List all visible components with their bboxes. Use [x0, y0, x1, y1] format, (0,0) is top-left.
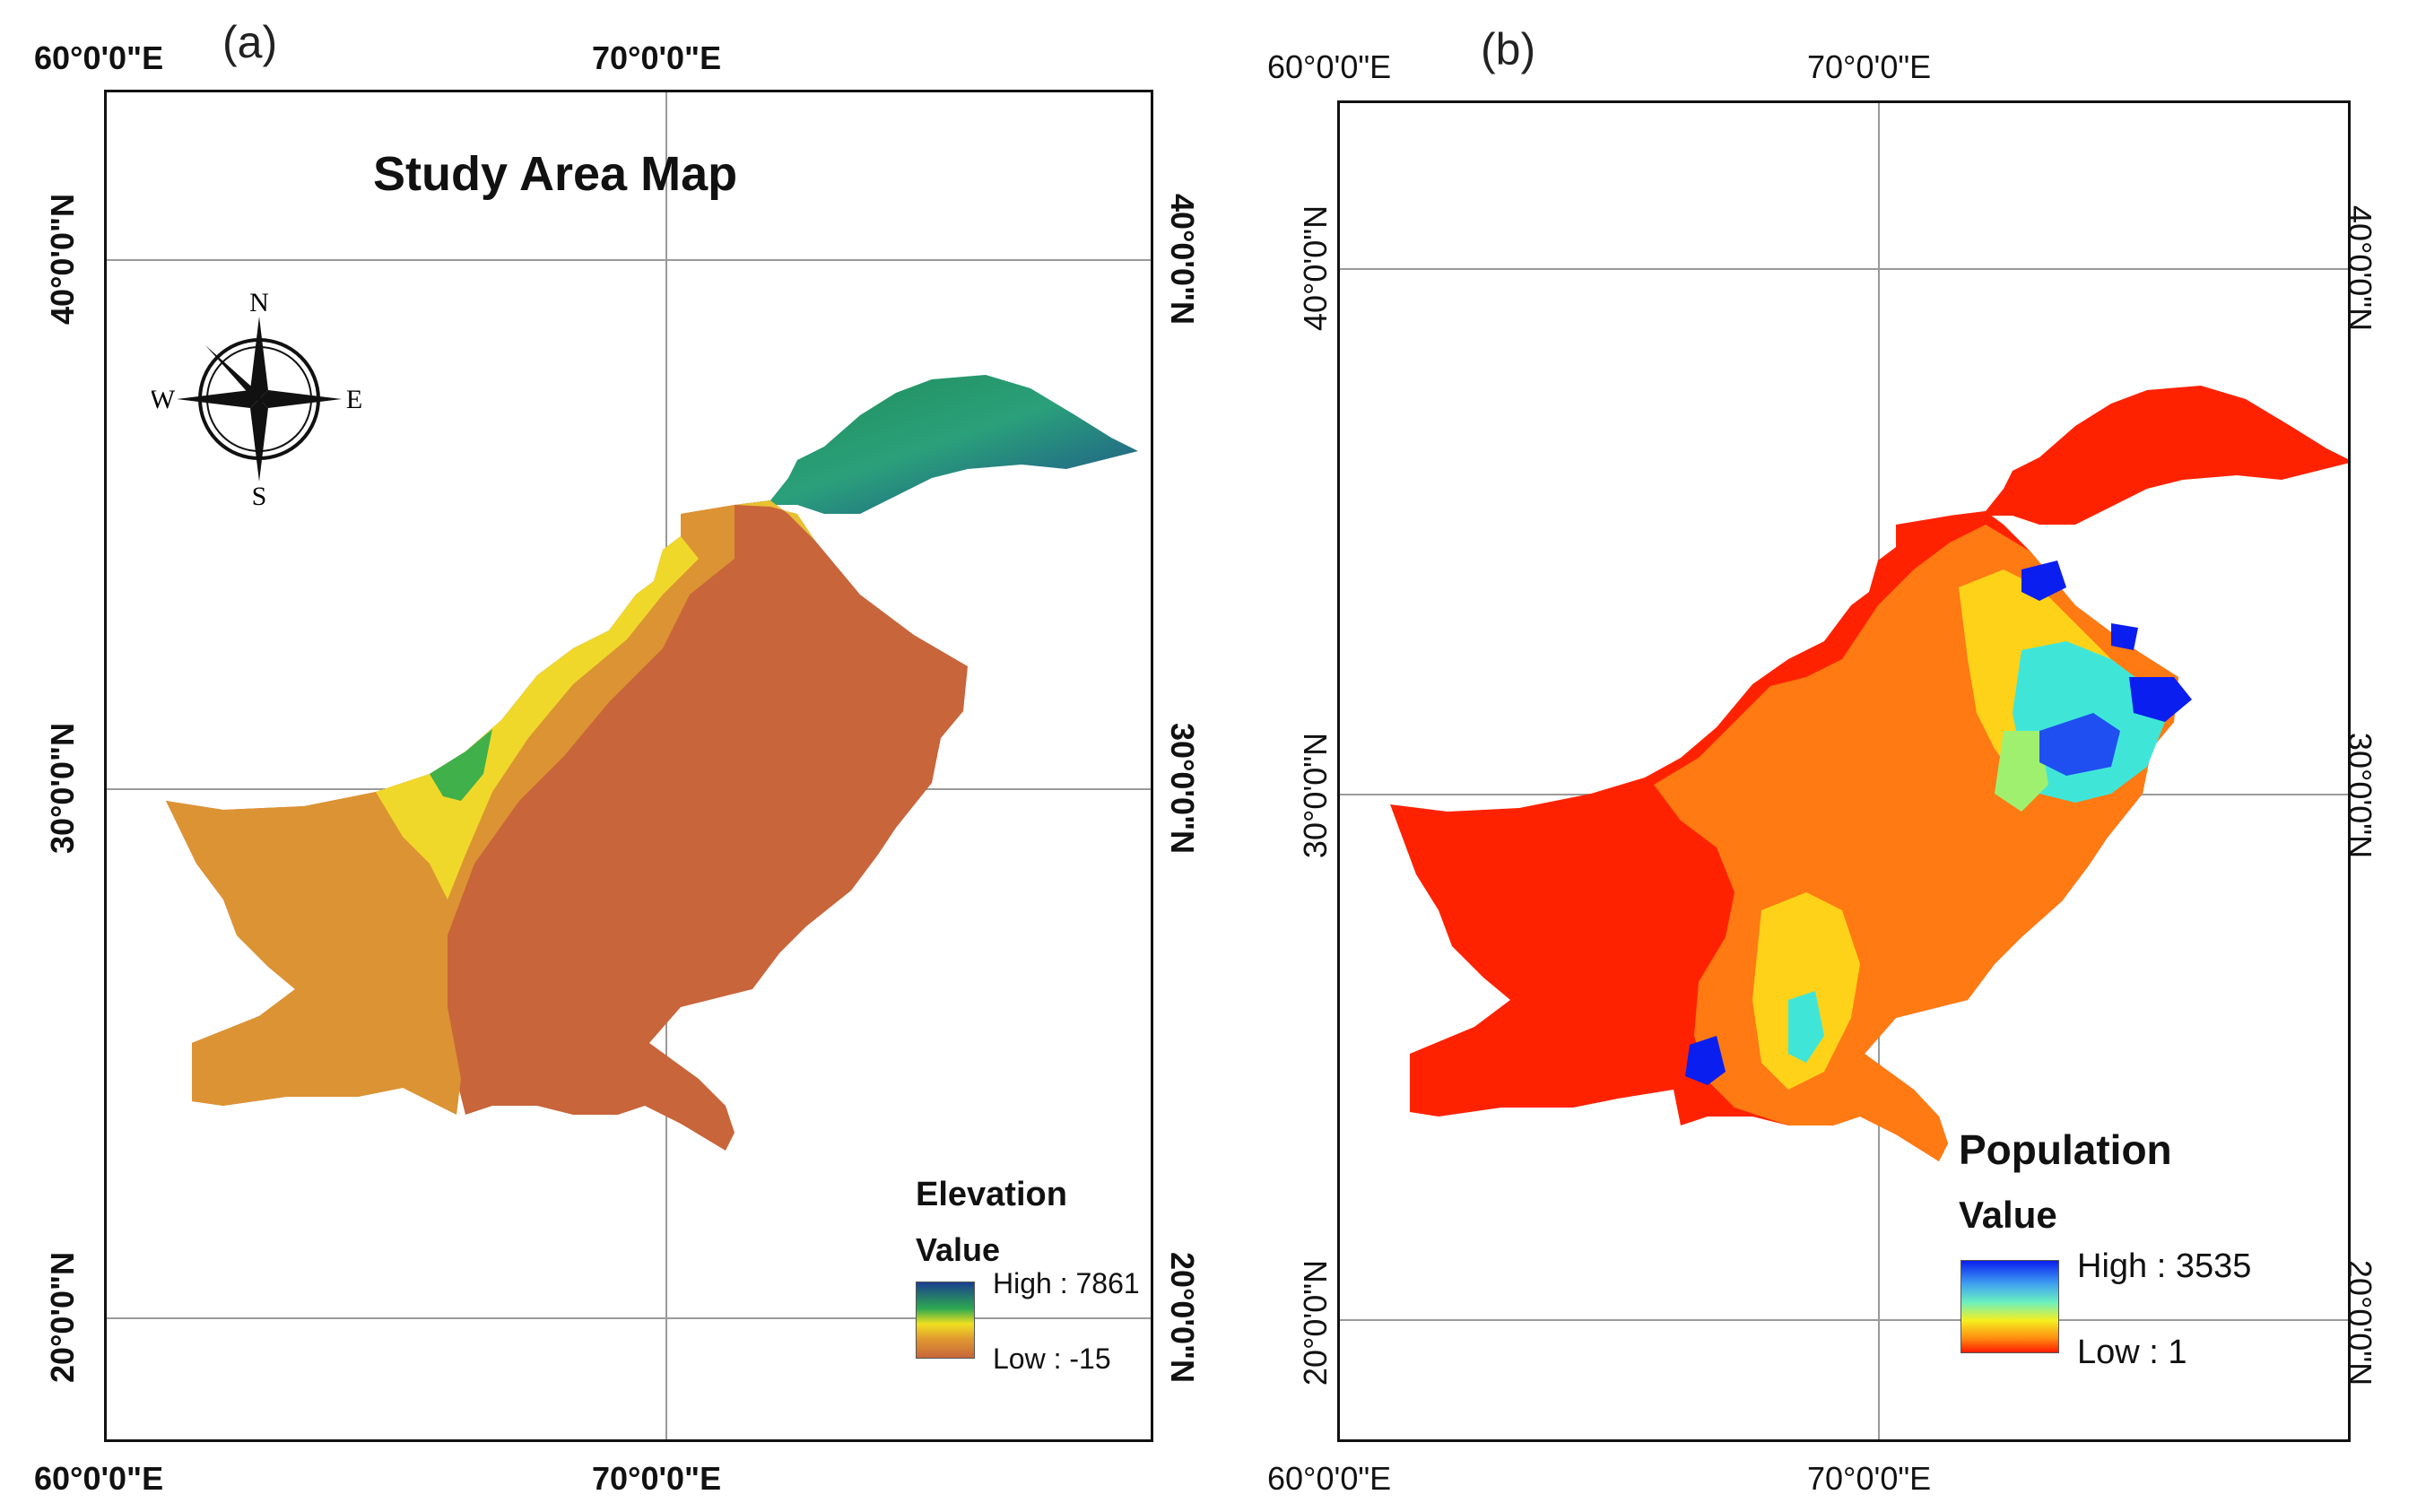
elevation-raster — [166, 375, 1138, 1151]
lat-tick-left-30: 30°0'0"N — [44, 722, 82, 855]
panel-letter-a: (a) — [222, 17, 278, 67]
region-blue-2 — [2129, 677, 2192, 722]
region-orange-belt — [1654, 525, 2178, 1161]
lat-tick-left-40: 40°0'0"N — [1297, 204, 1335, 332]
region-blue-1 — [2039, 713, 2120, 776]
region-north — [1950, 386, 2348, 525]
legend-subtitle: Value — [1959, 1194, 2057, 1236]
lon-tick-top-60: 60°0'0"E — [1267, 48, 1392, 85]
legend-title: Population — [1959, 1126, 2172, 1173]
graticule-20n — [107, 1317, 1151, 1319]
compass-rose-icon: N S W E — [152, 291, 362, 507]
panel-elevation-map: (a) 60°0'0"E 70°0'0"E 60°0'0"E 70°0'0"E … — [0, 0, 1206, 1512]
lon-tick-top-70: 70°0'0"E — [592, 39, 722, 76]
graticule-20n — [1340, 1319, 2348, 1321]
svg-text:S: S — [252, 482, 267, 507]
map-frame-b: Population Value High : 3535 Low : 1 — [1337, 100, 2351, 1442]
lat-tick-right-20: 20°0'0"N — [1164, 1251, 1202, 1384]
panel-population-map: (b) 60°0'0"E 70°0'0"E 60°0'0"E 70°0'0"E … — [1206, 0, 2417, 1512]
panel-letter-b: (b) — [1481, 24, 1536, 74]
legend-low-label: Low : 1 — [2077, 1334, 2187, 1371]
region-yellow-south — [1752, 892, 1860, 1090]
lat-tick-left-20: 20°0'0"N — [44, 1251, 82, 1384]
legend-high-label: High : 3535 — [2077, 1247, 2252, 1285]
pakistan-highlands — [735, 375, 1138, 514]
lat-tick-right-30: 30°0'0"N — [1164, 722, 1202, 855]
pakistan-highland-edge — [735, 500, 815, 541]
svg-text:N: N — [249, 291, 269, 317]
legend-colorbar — [1961, 1260, 2059, 1353]
legend-colorbar — [916, 1282, 975, 1359]
lon-tick-bottom-70: 70°0'0"E — [592, 1460, 722, 1497]
lat-tick-left-30: 30°0'0"N — [1297, 732, 1335, 859]
legend-subtitle: Value — [916, 1231, 1001, 1268]
graticule-40n — [107, 259, 1151, 261]
lon-tick-bottom-70: 70°0'0"E — [1807, 1460, 1932, 1497]
pakistan-ridge-green — [430, 729, 492, 801]
lon-tick-top-70: 70°0'0"E — [1807, 48, 1932, 85]
region-blue-4 — [1685, 1036, 1726, 1085]
pakistan-ridges — [376, 536, 699, 899]
region-blue-3 — [2021, 560, 2066, 601]
svg-text:W: W — [152, 385, 176, 414]
legend-title: Elevation — [916, 1176, 1067, 1213]
lat-tick-left-20: 20°0'0"N — [1297, 1259, 1335, 1386]
graticule-40n — [1340, 268, 2348, 270]
lon-tick-bottom-60: 60°0'0"E — [34, 1460, 164, 1497]
lat-tick-right-40: 40°0'0"N — [1164, 193, 1202, 326]
region-lightgreen — [1995, 731, 2048, 812]
map-title: Study Area Map — [373, 147, 738, 201]
lon-tick-bottom-60: 60°0'0"E — [1267, 1460, 1392, 1497]
svg-text:E: E — [346, 385, 362, 414]
legend-high-label: High : 7861 — [993, 1267, 1140, 1299]
lon-tick-top-60: 60°0'0"E — [34, 39, 164, 76]
lat-tick-left-40: 40°0'0"N — [44, 193, 82, 326]
map-frame-a: Study Area Map N S W E Elevation Value H… — [104, 90, 1153, 1442]
population-choropleth — [1390, 386, 2348, 1161]
region-cyan-south — [1788, 991, 1824, 1063]
region-blue-5 — [2111, 623, 2138, 650]
legend-low-label: Low : -15 — [993, 1343, 1111, 1375]
